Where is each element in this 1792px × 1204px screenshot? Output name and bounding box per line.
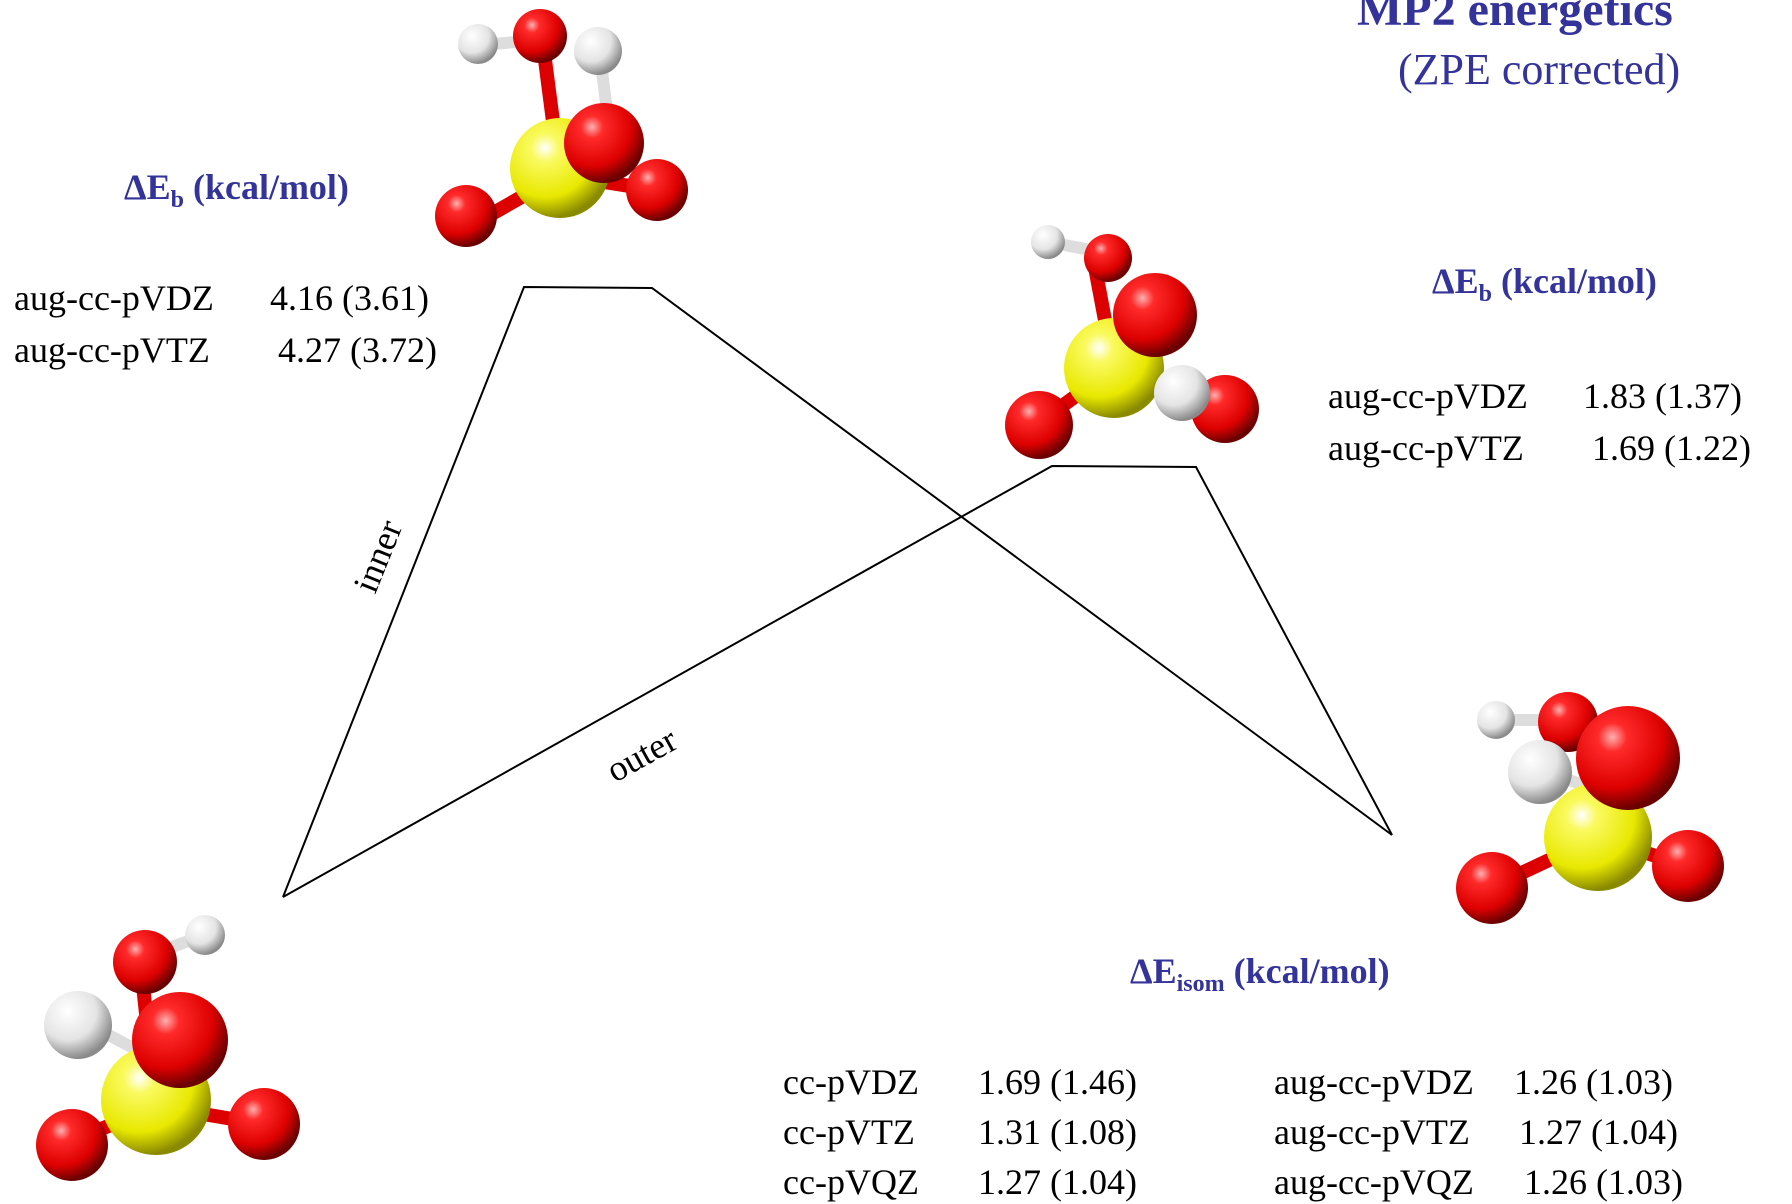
inner-energy-row: aug-cc-pVDZ 4.16 (3.61) [14,276,429,320]
molecule-inner-ts [435,9,688,247]
molecule-outer-ts [1005,225,1259,459]
isom-left-row: cc-pVDZ 1.69 (1.46) [783,1060,1137,1104]
outer-path-line [283,466,1392,897]
outer-energy-row: aug-cc-pVTZ 1.69 (1.22) [1328,426,1751,470]
outer-path-label: outer [599,719,683,790]
isom-energy-heading: ΔEisom (kcal/mol) [1130,950,1390,998]
isom-right-row: aug-cc-pVTZ 1.27 (1.04) [1274,1110,1678,1154]
isom-left-row: cc-pVTZ 1.31 (1.08) [783,1110,1137,1154]
inner-energy-heading: ΔEb (kcal/mol) [124,166,349,214]
molecule-reactant [36,915,300,1181]
isom-left-row: cc-pVQZ 1.27 (1.04) [783,1160,1137,1204]
inner-energy-row: aug-cc-pVTZ 4.27 (3.72) [14,328,437,372]
outer-energy-row: aug-cc-pVDZ 1.83 (1.37) [1328,374,1742,418]
isom-right-row: aug-cc-pVQZ 1.26 (1.03) [1274,1160,1683,1204]
inner-path-label: inner [345,514,410,598]
molecule-product [1456,692,1724,924]
outer-energy-heading: ΔEb (kcal/mol) [1432,260,1657,308]
isom-right-row: aug-cc-pVDZ 1.26 (1.03) [1274,1060,1673,1104]
